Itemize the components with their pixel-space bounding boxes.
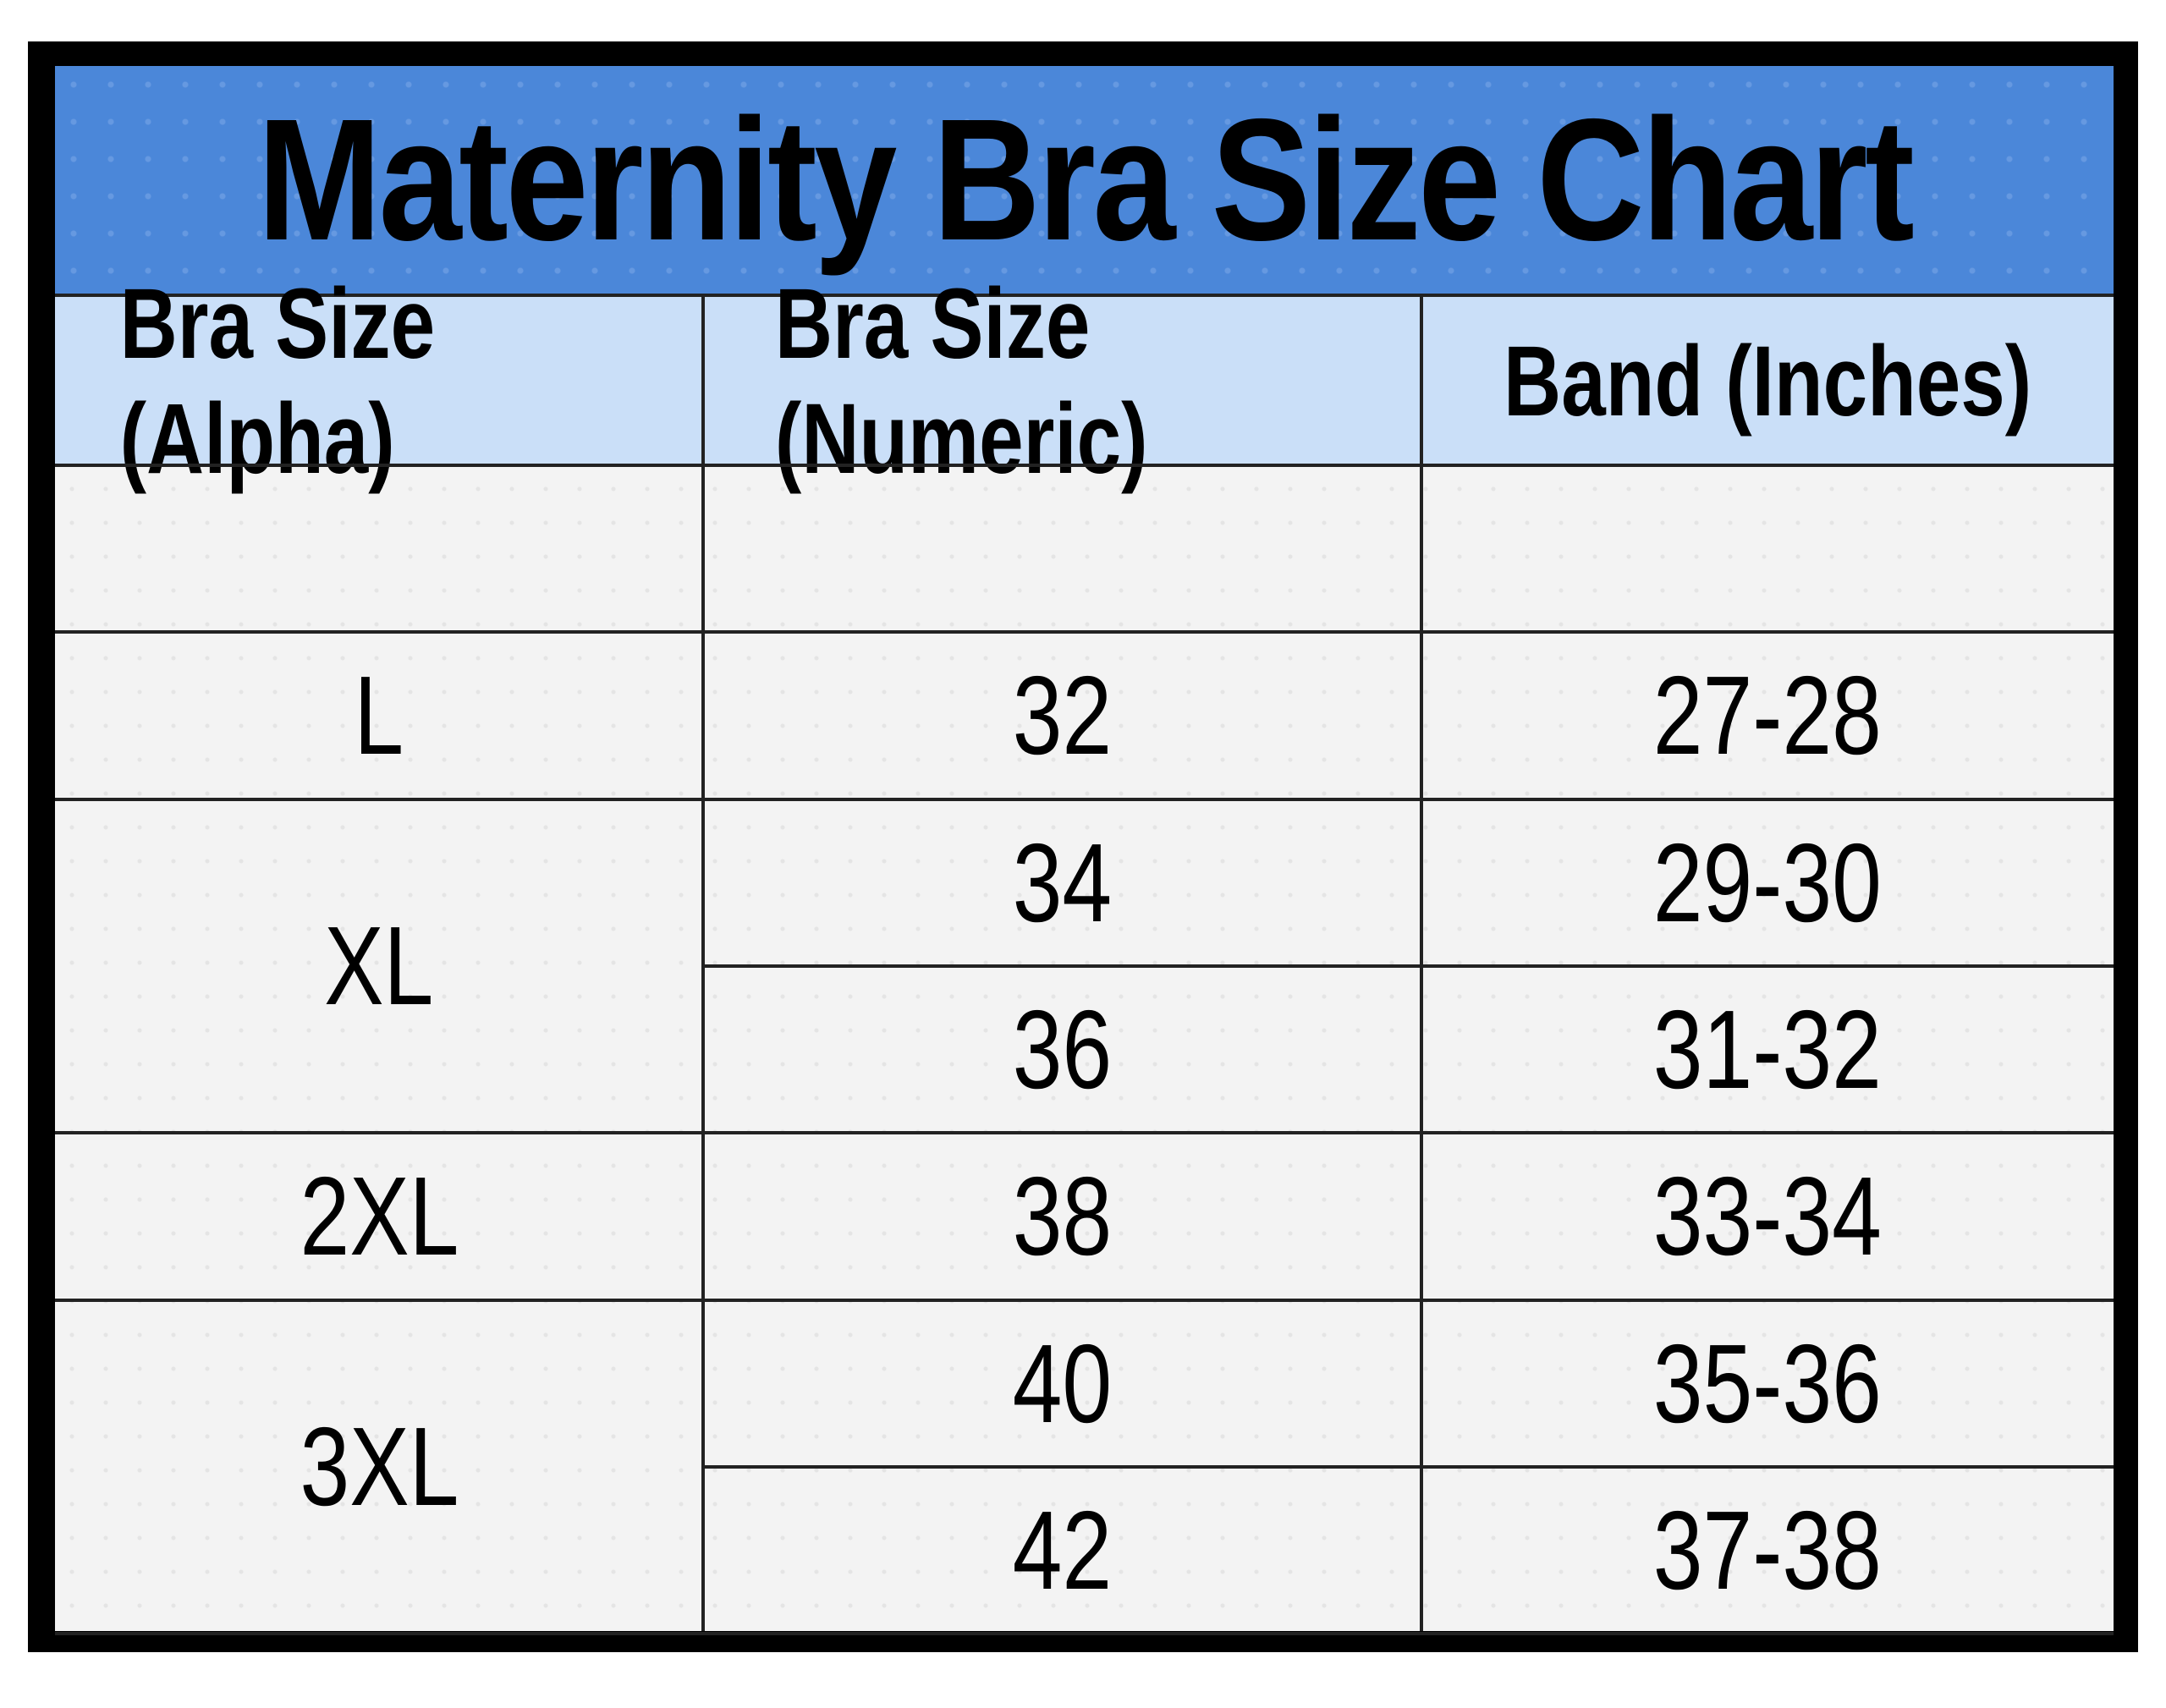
alpha-size-cell: 3XL bbox=[55, 1300, 703, 1634]
column-header: Band (Inches) bbox=[1503, 325, 2032, 437]
alpha-size: 3XL bbox=[300, 1404, 459, 1530]
numeric-size-cell: 36 bbox=[703, 966, 1421, 1133]
numeric-size-cell: 38 bbox=[703, 1133, 1421, 1299]
column-header: Bra Size (Alpha) bbox=[119, 267, 436, 495]
numeric-size: 32 bbox=[1012, 653, 1113, 778]
band-inches: 29-30 bbox=[1652, 820, 1883, 945]
band-inches-cell: 33-34 bbox=[1421, 1133, 2114, 1299]
numeric-size-cell: 32 bbox=[703, 632, 1421, 799]
band-inches-cell: 37-38 bbox=[1421, 1467, 2114, 1634]
numeric-size-cell: 40 bbox=[703, 1300, 1421, 1467]
alpha-size-cell: 2XL bbox=[55, 1133, 703, 1299]
numeric-size: 42 bbox=[1012, 1487, 1113, 1612]
row-divider bbox=[55, 1632, 2114, 1636]
band-inches-cell: 27-28 bbox=[1421, 632, 2114, 799]
numeric-size: 36 bbox=[1012, 987, 1113, 1112]
band-inches: 33-34 bbox=[1652, 1154, 1883, 1279]
title: Maternity Bra Size Chart bbox=[256, 82, 1915, 277]
band-inches-cell: 35-36 bbox=[1421, 1300, 2114, 1467]
band-inches: 27-28 bbox=[1652, 653, 1883, 778]
column-header-cell: Band (Inches) bbox=[1421, 297, 2114, 465]
row-divider bbox=[55, 464, 2114, 467]
row-divider bbox=[703, 1464, 2114, 1469]
row-divider bbox=[55, 797, 2114, 801]
numeric-size: 38 bbox=[1012, 1154, 1113, 1279]
numeric-size-cell: 34 bbox=[703, 799, 1421, 966]
numeric-size: 34 bbox=[1012, 820, 1113, 945]
column-divider bbox=[1420, 297, 1423, 1631]
column-header-cell: Bra Size (Alpha) bbox=[55, 268, 703, 495]
row-divider bbox=[55, 630, 2114, 634]
numeric-size-cell: 42 bbox=[703, 1467, 1421, 1634]
size-chart: Maternity Bra Size Chart Bra Size (Alpha… bbox=[55, 66, 2114, 1636]
band-inches-cell: 29-30 bbox=[1421, 799, 2114, 966]
column-header: Bra Size (Numeric) bbox=[774, 267, 1148, 495]
alpha-size: XL bbox=[324, 903, 434, 1029]
band-inches: 37-38 bbox=[1652, 1487, 1883, 1612]
row-divider bbox=[703, 964, 2114, 968]
alpha-size: 2XL bbox=[300, 1154, 459, 1279]
row-divider bbox=[55, 1131, 2114, 1135]
numeric-size: 40 bbox=[1012, 1321, 1113, 1446]
alpha-size-cell: XL bbox=[55, 799, 703, 1134]
row-divider bbox=[55, 1298, 2114, 1302]
alpha-size: L bbox=[354, 653, 404, 778]
band-inches: 31-32 bbox=[1652, 987, 1883, 1112]
band-inches-cell: 31-32 bbox=[1421, 966, 2114, 1133]
alpha-size-cell: L bbox=[55, 632, 703, 799]
title-band: Maternity Bra Size Chart bbox=[55, 66, 2114, 297]
column-header-cell: Bra Size (Numeric) bbox=[703, 268, 1421, 495]
band-inches: 35-36 bbox=[1652, 1321, 1883, 1446]
column-divider bbox=[701, 297, 705, 1631]
